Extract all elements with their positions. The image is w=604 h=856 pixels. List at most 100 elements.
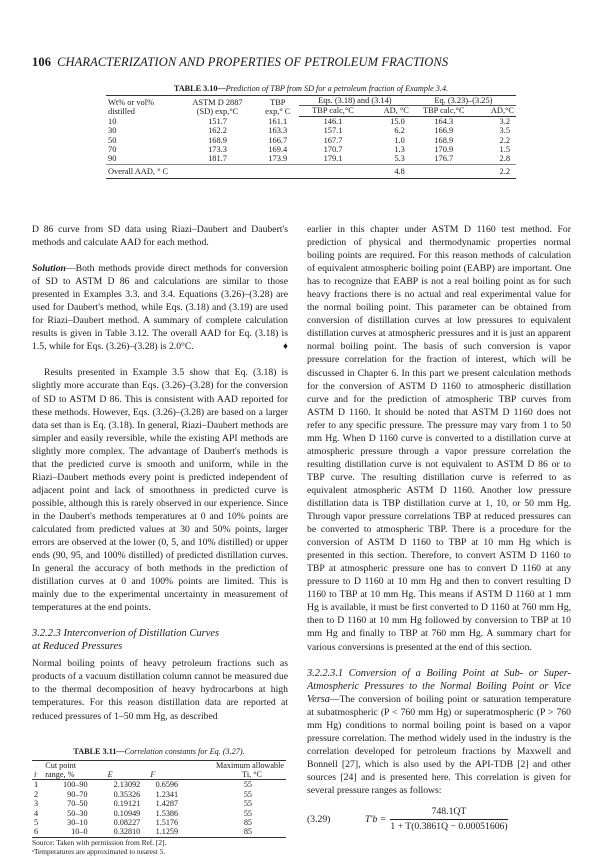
table-cell: 0.10949 — [113, 808, 141, 818]
table-cell: 6 — [32, 827, 44, 838]
table-cell: 1.4287 — [155, 799, 179, 809]
equation-number: (3.29) — [307, 813, 331, 825]
table-cell: 164.3 — [434, 116, 454, 126]
header-tbp: TBP exp,° C — [256, 95, 299, 117]
table-row: 6 10–0 0.32810 1.1259 85 — [32, 827, 286, 838]
header-ad-1: AD, °C — [367, 105, 411, 117]
table-cell: 55 — [243, 799, 252, 809]
table-cell: 4 — [34, 808, 39, 818]
table-3-10: TABLE 3.10—Prediction of TBP from SD for… — [106, 84, 516, 180]
equation-lhs: T′b = — [365, 813, 387, 825]
table-cell: 30 — [108, 126, 117, 136]
table-footnote: ᵃTemperatures are approximated to neares… — [32, 846, 166, 856]
table-cell: 70–50 — [67, 799, 88, 809]
table-cell: 90 — [108, 154, 117, 164]
table-caption: TABLE 3.11—Correlation constants for Eq.… — [32, 745, 286, 758]
table-cell: 166.7 — [268, 135, 288, 145]
header-max: Maximum allowable Ti, °C — [185, 759, 286, 781]
table-cell: 55 — [243, 808, 252, 818]
table-caption-text: Correlation constants for Eq. (3.27). — [124, 746, 245, 756]
solution-text: —Both methods provide direct methods for… — [32, 263, 288, 353]
table-cell: 6.2 — [394, 126, 405, 136]
table-cell: 168.9 — [434, 135, 454, 145]
table-cell: 170.7 — [323, 145, 343, 155]
table-cell: 176.7 — [434, 154, 454, 164]
table-row: 90 181.7 173.9 179.1 5.3 176.7 2.8 — [106, 154, 516, 164]
table-cell: 10–0 — [43, 827, 106, 838]
table-cell: 50–30 — [67, 808, 88, 818]
margin-mark: · · · · · — [36, 765, 38, 795]
table-cell: 1.2341 — [155, 789, 179, 799]
table-cell: 15.0 — [390, 116, 405, 126]
table-cell: 100–90 — [63, 780, 88, 790]
table-row: 30 162.2 163.3 157.1 6.2 166.9 3.5 — [106, 126, 516, 135]
page-number: 106 — [32, 55, 52, 69]
table-cell: 173.3 — [208, 145, 227, 155]
header-f: F — [148, 759, 186, 781]
table-row: 1 100–90 2.13092 0.6596 55 — [32, 780, 286, 790]
header-tbp-calc-1: TBP calc,°C — [298, 105, 368, 117]
right-column: earlier in this chapter under ASTM D 116… — [307, 223, 571, 833]
table-cell: 1.1259 — [148, 827, 186, 838]
intro-paragraph: D 86 curve from SD data using Riazi–Daub… — [32, 224, 288, 249]
equation-fraction: 748.1QT 1 + T(0.3861Q − 0.00051606) — [390, 805, 508, 833]
table-cell: 0.35326 — [113, 789, 141, 799]
equation-denominator: 1 + T(0.3861Q − 0.00051606) — [390, 821, 508, 833]
table-cell: 170.9 — [434, 145, 454, 155]
header-ad-2: AD,°C — [476, 105, 516, 117]
table-cell: 0.6596 — [155, 780, 179, 790]
table-cell: 1.5386 — [155, 808, 179, 818]
table-cell: 5 — [34, 818, 39, 828]
end-of-example-icon: ♦ — [283, 341, 288, 353]
results-paragraph: Results presented in Example 3.5 show th… — [32, 367, 288, 614]
table-cell: 163.3 — [268, 126, 288, 136]
table-cell: 0.32810 — [105, 827, 149, 838]
table-cell: 173.9 — [268, 154, 288, 164]
section-heading: 3.2.2.3 Interconverion of Distillation C… — [32, 628, 220, 653]
table-cell: 179.1 — [323, 154, 343, 164]
table-cell: 162.2 — [208, 126, 227, 136]
table-cell: 85 — [185, 827, 286, 838]
table-cell: 2.2 — [499, 135, 510, 145]
table-3-11: TABLE 3.11—Correlation constants for Eq.… — [32, 745, 286, 856]
table-cell: 0.08227 — [113, 818, 141, 828]
table-caption-text: Prediction of TBP from SD for a petroleu… — [225, 84, 449, 93]
table-row: 3 70–50 0.19121 1.4287 55 — [32, 799, 286, 808]
header-e: E — [105, 759, 149, 781]
table-cell: 1.5 — [499, 145, 510, 155]
table-cell: 85 — [243, 818, 252, 828]
subsection-paragraph: 3.2.2.3.1 Conversion of a Boiling Point … — [307, 667, 571, 797]
table-cell: 5.3 — [394, 154, 405, 164]
table-cell: 2 — [34, 789, 39, 799]
table-cell: 30–10 — [67, 818, 88, 828]
table-row: 2 90–70 0.35326 1.2341 55 — [32, 790, 286, 799]
header-group-2: Eq. (3.23)–(3.25) — [410, 94, 516, 107]
overall-aad-1: 4.8 — [367, 163, 411, 180]
table-label: TABLE 3.11— — [73, 746, 125, 756]
table-cell: 146.1 — [323, 116, 343, 126]
table-cell: 157.1 — [323, 126, 343, 136]
table-cell: 70 — [108, 145, 117, 155]
table-cell: 167.7 — [323, 135, 343, 145]
table-caption: TABLE 3.10—Prediction of TBP from SD for… — [106, 84, 516, 93]
table-row: 70 173.3 169.4 170.7 1.3 170.9 1.5 — [106, 145, 516, 154]
table-cell: 1 — [34, 780, 39, 790]
table-cell: 0.19121 — [113, 799, 141, 809]
table-cell: 2.13092 — [113, 780, 141, 790]
table-cell: 90–70 — [67, 789, 88, 799]
table-cell: 3.5 — [499, 126, 510, 136]
table-cell: 169.4 — [268, 145, 288, 155]
table-cell: 181.7 — [208, 154, 227, 164]
table-row: 50 168.9 166.7 167.7 1.0 168.9 2.2 — [106, 136, 516, 145]
overall-aad-2: 2.2 — [476, 163, 516, 180]
solution-label: Solution — [32, 263, 66, 275]
subsection-text: —The conversion of boiling point or satu… — [307, 693, 571, 796]
header-i: i — [32, 759, 44, 781]
equation-3-29: (3.29) T′b = 748.1QT 1 + T(0.3861Q − 0.0… — [307, 805, 571, 833]
header-cut: Cut point range, % — [43, 759, 106, 781]
table-cell: 3 — [34, 799, 39, 809]
table-cell: 2.8 — [499, 154, 510, 164]
table-label: TABLE 3.10— — [173, 84, 226, 93]
header-sd: ASTM D 2887 (SD) exp,°C — [178, 95, 257, 117]
reduced-pressure-paragraph: Normal boiling points of heavy petroleum… — [32, 658, 288, 722]
